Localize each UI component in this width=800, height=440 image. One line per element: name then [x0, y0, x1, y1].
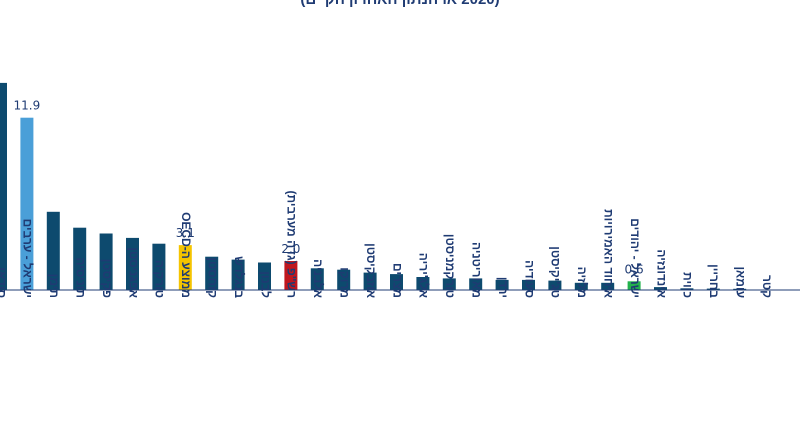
bar — [442, 278, 456, 290]
bar — [733, 288, 747, 290]
bar — [73, 227, 87, 290]
data-label: 2.0 — [281, 242, 300, 256]
x-tick-label: רש"פ (גדה מערבית) — [285, 191, 299, 298]
bar — [178, 245, 192, 290]
bar — [99, 233, 113, 290]
x-tick-label: מלזיה — [575, 267, 589, 298]
bar — [654, 287, 667, 290]
x-tick-label: תימן — [47, 274, 61, 298]
x-tick-label: מאוריטניה — [470, 242, 484, 298]
bar — [284, 261, 298, 290]
bar — [126, 237, 139, 290]
bar — [680, 288, 694, 290]
x-tick-labels-group: סודאן ישראל - ערבים תימן תוניסיה פקיסטן אפגני… — [0, 191, 774, 299]
x-tick-label: ישראל - ערבים — [21, 219, 35, 298]
bar — [258, 262, 271, 290]
bar — [390, 274, 403, 290]
x-tick-label: טורקיה — [153, 260, 167, 298]
bar — [0, 82, 7, 291]
bar — [522, 279, 535, 290]
bar — [337, 269, 351, 290]
x-tick-label: אינדונזיה — [654, 249, 668, 298]
data-label: 11.9 — [14, 99, 41, 113]
chart-title: (2020 או הנתון האחרון הקיים) — [0, 0, 800, 8]
bar — [574, 282, 588, 290]
x-tick-label: קזחסטן — [206, 257, 220, 298]
x-tick-label: אוזבקיסטן — [364, 243, 378, 298]
x-tick-label: ירדן — [496, 277, 510, 298]
bars-group — [0, 82, 773, 291]
x-tick-label: כווית — [681, 272, 695, 298]
bar — [495, 279, 509, 290]
x-tick-label: לבנון — [258, 271, 272, 298]
x-tick-label: אפגניסטן — [126, 247, 140, 298]
x-tick-label: אלג'יריה — [417, 253, 431, 298]
bar — [601, 282, 615, 290]
bar — [231, 259, 245, 290]
x-tick-label: ישראל - יהודים — [628, 218, 642, 298]
x-tick-label: אלבניה — [311, 259, 325, 298]
x-tick-label: מצרים — [390, 263, 404, 298]
x-tick-label: ממוצע ה-OECD — [179, 212, 193, 298]
bar — [310, 268, 324, 290]
bar — [46, 211, 60, 290]
x-tick-label: טורקמניסטן — [443, 234, 457, 298]
data-label: 0.6 — [625, 262, 644, 276]
x-tick-label: עומאן — [734, 266, 748, 298]
x-tick-label: תוניסיה — [74, 257, 88, 298]
bar — [20, 117, 34, 290]
x-tick-label: סודאן — [0, 267, 8, 298]
x-tick-label: סעודיה — [522, 260, 536, 298]
x-tick-label: קטר — [760, 275, 774, 298]
x-tick-label: בנגלדש — [232, 256, 246, 298]
bar — [152, 243, 166, 290]
bar — [416, 277, 430, 290]
bar — [706, 288, 720, 290]
x-tick-label: איחוד האמירויות — [602, 209, 616, 298]
x-tick-label: טג'יקיסטן — [549, 246, 563, 298]
bar — [469, 278, 483, 290]
bar — [627, 281, 641, 290]
bar — [205, 256, 219, 290]
data-labels-group: 11.9 3.1 2.0 0.6 — [14, 99, 644, 277]
bar — [548, 280, 562, 290]
bar — [363, 272, 377, 290]
data-label: 3.1 — [176, 226, 195, 240]
x-tick-label: מרוקו — [338, 267, 352, 298]
x-tick-label: בחריין — [707, 264, 721, 298]
x-tick-label: פקיסטן — [100, 259, 114, 298]
